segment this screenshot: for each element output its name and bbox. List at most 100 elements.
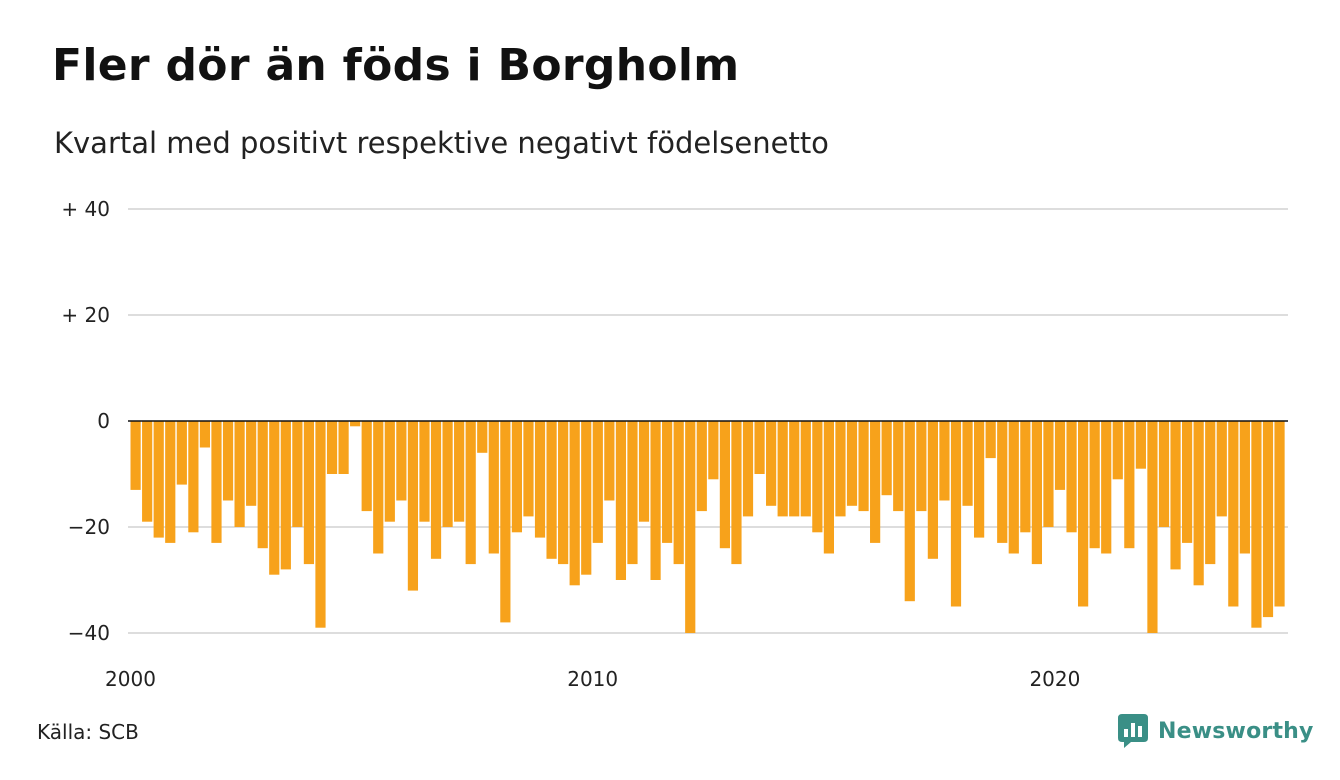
- bar: [396, 421, 407, 501]
- bar: [742, 421, 754, 517]
- bar: [1089, 421, 1100, 549]
- bar: [315, 421, 326, 628]
- x-tick-label: 2020: [1029, 667, 1080, 691]
- bar: [916, 421, 927, 512]
- bar: [997, 421, 1008, 543]
- bar: [696, 421, 707, 512]
- bar: [500, 421, 511, 623]
- bar: [1262, 421, 1274, 618]
- bar: [650, 421, 661, 580]
- bar: [1205, 421, 1216, 565]
- bar: [1031, 421, 1042, 565]
- bar: [1239, 421, 1250, 554]
- bar: [373, 421, 384, 554]
- y-tick-label: −20: [68, 515, 110, 539]
- bar: [199, 421, 211, 448]
- bar: [950, 421, 962, 607]
- bar: [615, 421, 627, 580]
- bar: [1274, 421, 1285, 607]
- bar: [350, 421, 361, 427]
- bar: [604, 421, 615, 501]
- bar: [627, 421, 638, 565]
- bar: [1251, 421, 1262, 628]
- bar: [222, 421, 234, 501]
- bar: [326, 421, 338, 474]
- x-axis-labels: 2000 2010 2020: [105, 667, 1080, 691]
- bar: [292, 421, 303, 527]
- bar: [430, 421, 442, 559]
- bar: [211, 421, 222, 543]
- bar: [881, 421, 892, 496]
- brand-logo[interactable]: Newsworthy: [1118, 714, 1314, 748]
- bar: [812, 421, 823, 533]
- bar: [1228, 421, 1239, 607]
- x-tick-label: 2000: [105, 667, 156, 691]
- bar: [1135, 421, 1146, 469]
- y-tick-label: + 40: [61, 197, 110, 221]
- bar: [338, 421, 349, 474]
- bar: [176, 421, 187, 485]
- bar: [835, 421, 846, 517]
- bar: [269, 421, 280, 575]
- bar: [1008, 421, 1019, 554]
- bar: [800, 421, 811, 517]
- bar: [592, 421, 603, 543]
- bar: [731, 421, 742, 565]
- bars: [130, 421, 1285, 633]
- bar: [985, 421, 996, 459]
- chart-subtitle: Kvartal med positivt respektive negativt…: [54, 126, 829, 160]
- bar: [870, 421, 881, 543]
- bar: [419, 421, 430, 522]
- bar: [511, 421, 523, 533]
- bar: [846, 421, 858, 506]
- bar: [1147, 421, 1158, 633]
- bar: [904, 421, 915, 602]
- bar: [962, 421, 973, 506]
- bar: [789, 421, 800, 517]
- bar: [546, 421, 557, 559]
- bar: [534, 421, 546, 538]
- bar: [823, 421, 834, 554]
- bar: [974, 421, 985, 538]
- bar: [1020, 421, 1031, 533]
- bar: [142, 421, 153, 522]
- bar: [523, 421, 534, 517]
- bar: [130, 421, 141, 490]
- bar: [1066, 421, 1077, 533]
- y-axis-labels: + 40 + 20 0 −20 −40: [61, 197, 110, 645]
- x-tick-label: 2010: [567, 667, 618, 691]
- bar: [1124, 421, 1135, 549]
- bar: [1216, 421, 1227, 517]
- bar: [708, 421, 719, 480]
- bar: [303, 421, 315, 565]
- bar: [719, 421, 730, 549]
- bar: [280, 421, 291, 570]
- bar: [569, 421, 580, 586]
- y-tick-label: 0: [97, 409, 110, 433]
- bar: [234, 421, 245, 527]
- bar: [927, 421, 938, 559]
- bar: [685, 421, 696, 633]
- bar: [1112, 421, 1123, 480]
- bar: [1054, 421, 1066, 490]
- bar: [673, 421, 684, 565]
- bar: [766, 421, 777, 506]
- brand-name: Newsworthy: [1158, 718, 1314, 744]
- bar: [477, 421, 488, 453]
- bar: [1193, 421, 1204, 586]
- bar: [188, 421, 199, 533]
- bar: [558, 421, 569, 565]
- bar: [1101, 421, 1112, 554]
- bar: [454, 421, 465, 522]
- bar: [246, 421, 257, 506]
- bar: [153, 421, 164, 538]
- bar: [1182, 421, 1193, 543]
- bar: [638, 421, 650, 522]
- bar: [1170, 421, 1181, 570]
- y-tick-label: + 20: [61, 303, 110, 327]
- bar: [1043, 421, 1054, 527]
- bar: [939, 421, 950, 501]
- bar: [361, 421, 372, 512]
- bar: [777, 421, 788, 517]
